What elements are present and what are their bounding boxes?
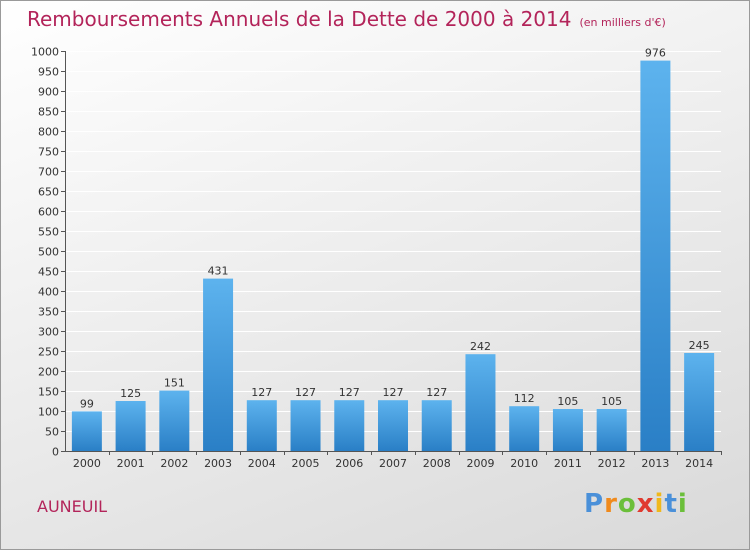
bar (71, 411, 102, 451)
bars (71, 60, 715, 451)
y-tick-label: 700 (38, 166, 59, 179)
x-tick-label: 2011 (554, 457, 582, 470)
bar (378, 400, 408, 451)
y-tick-label: 950 (38, 66, 59, 79)
data-label: 976 (645, 47, 666, 60)
y-tick-label: 900 (38, 86, 59, 99)
y-tick-label: 0 (52, 446, 59, 459)
bar (115, 401, 146, 451)
logo-letter: i (654, 489, 665, 519)
data-label: 127 (383, 386, 404, 399)
logo-letter: P (584, 489, 605, 519)
x-tick-label: 2001 (117, 457, 145, 470)
y-tick-label: 300 (38, 326, 59, 339)
y-tick-label: 200 (38, 366, 59, 379)
bar (246, 400, 277, 451)
bar (159, 390, 190, 451)
data-label: 242 (470, 340, 491, 353)
bar (552, 409, 583, 451)
data-label: 431 (208, 265, 229, 278)
x-tick-label: 2009 (466, 457, 494, 470)
y-tick-label: 750 (38, 146, 59, 159)
x-tick-label: 2007 (379, 457, 407, 470)
y-tick-label: 50 (45, 426, 59, 439)
x-tick-label: 2012 (598, 457, 626, 470)
data-label: 99 (80, 397, 94, 410)
y-tick-label: 450 (38, 266, 59, 279)
x-tick-label: 2004 (248, 457, 276, 470)
y-tick-label: 500 (38, 246, 59, 259)
logo-letter: i (677, 489, 688, 519)
x-tick-label: 2003 (204, 457, 232, 470)
y-tick-label: 800 (38, 126, 59, 139)
bar (509, 406, 540, 451)
bar (290, 400, 321, 451)
bar (334, 400, 365, 451)
data-label: 127 (251, 386, 272, 399)
data-label: 112 (514, 392, 535, 405)
x-tick-label: 2010 (510, 457, 538, 470)
data-label: 105 (601, 395, 622, 408)
logo-letter: x (636, 489, 655, 519)
y-tick-label: 250 (38, 346, 59, 359)
commune-name: AUNEUIL (37, 497, 108, 516)
chart-subtitle: (en milliers d'€) (579, 16, 666, 29)
data-label: 127 (295, 386, 316, 399)
data-label: 245 (689, 339, 710, 352)
data-label: 125 (120, 387, 141, 400)
x-tick-label: 2014 (685, 457, 713, 470)
x-tick-label: 2002 (160, 457, 188, 470)
logo-letter: t (664, 489, 678, 519)
y-tick-label: 850 (38, 106, 59, 119)
bar (465, 354, 496, 451)
data-label: 127 (339, 386, 360, 399)
bar (203, 278, 234, 451)
data-label: 105 (557, 395, 578, 408)
chart-title: Remboursements Annuels de la Dette de 20… (27, 7, 666, 31)
y-tick-label: 1000 (31, 46, 59, 59)
proxiti-logo: Proxiti (584, 489, 688, 519)
y-tick-label: 600 (38, 206, 59, 219)
data-label: 127 (426, 386, 447, 399)
y-tick-label: 550 (38, 226, 59, 239)
y-tick-label: 650 (38, 186, 59, 199)
x-tick-label: 2006 (335, 457, 363, 470)
logo-letter: o (617, 489, 637, 519)
x-tick-label: 2008 (423, 457, 451, 470)
x-tick-label: 2005 (292, 457, 320, 470)
y-tick-label: 350 (38, 306, 59, 319)
bar (684, 353, 715, 451)
x-tick-label: 2000 (73, 457, 101, 470)
y-tick-label: 100 (38, 406, 59, 419)
bar (596, 409, 627, 451)
bar (640, 60, 671, 451)
axes (61, 51, 722, 455)
bar (421, 400, 452, 451)
labels: 0 50 100 150 200 250 300 350 400 450 500 550 600 650 7… (31, 46, 713, 471)
logo-letter: r (604, 489, 618, 519)
y-tick-label: 150 (38, 386, 59, 399)
y-tick-label: 400 (38, 286, 59, 299)
chart-title-text: Remboursements Annuels de la Dette de 20… (27, 7, 572, 31)
data-label: 151 (164, 377, 185, 390)
x-tick-label: 2013 (641, 457, 669, 470)
